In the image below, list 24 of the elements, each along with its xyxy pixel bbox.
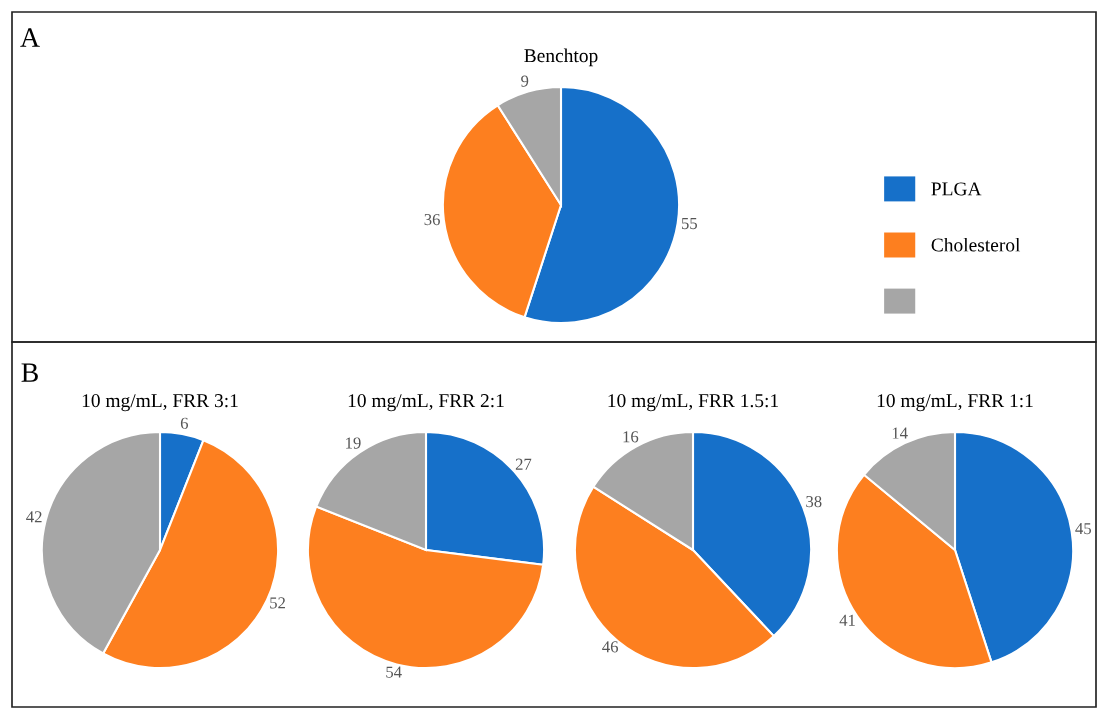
data-label: 45 <box>1075 523 1091 535</box>
data-label: 16 <box>623 431 639 443</box>
chart-title: 10 mg/mL, FRR 3:1 <box>82 394 238 412</box>
data-label: 55 <box>681 218 697 230</box>
data-label: 42 <box>26 511 42 523</box>
data-label: 14 <box>892 427 908 439</box>
data-label: 38 <box>806 495 822 508</box>
text: B <box>21 363 38 382</box>
data-label: 36 <box>424 213 440 226</box>
data-label: 27 <box>515 458 532 470</box>
data-label: 52 <box>270 597 285 609</box>
chart-title: 10 mg/mL, FRR 1:1 <box>877 394 1033 412</box>
legend-label: PLGA <box>931 182 982 196</box>
data-label: 19 <box>346 437 361 449</box>
data-label: 54 <box>386 666 402 678</box>
data-label: 6 <box>180 417 189 429</box>
data-label: 41 <box>839 614 855 626</box>
chart-title: 10 mg/mL, FRR 1.5:1 <box>608 394 778 412</box>
chart-title: 10 mg/mL, FRR 2:1 <box>348 394 504 412</box>
legend-label: Cholesterol <box>931 237 1021 252</box>
data-label: 9 <box>521 75 529 87</box>
chart-title: Benchtop <box>524 48 598 67</box>
text: A <box>20 28 40 47</box>
data-label: 46 <box>602 641 619 653</box>
